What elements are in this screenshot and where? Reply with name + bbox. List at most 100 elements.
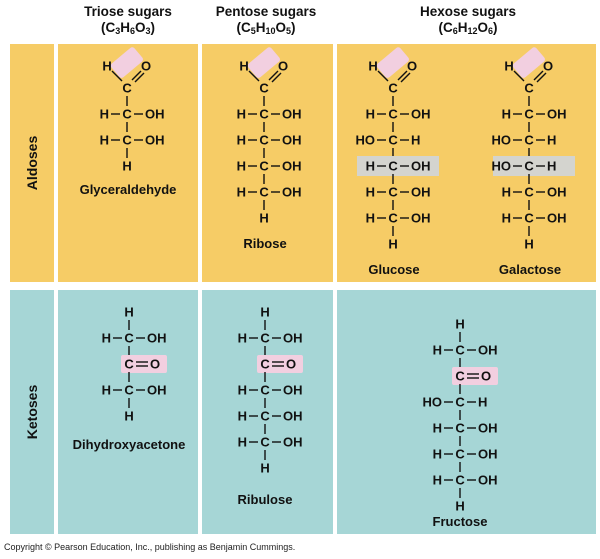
substituent-right: OH: [145, 133, 165, 148]
carbon-atom: C: [122, 107, 132, 122]
substituent-left: H: [237, 133, 246, 148]
substituent-left: H: [102, 383, 111, 398]
pentose-title: Pentose sugars: [215, 4, 317, 19]
carbon-atom: C: [260, 331, 270, 346]
carbon-atom: C: [524, 185, 534, 200]
substituent-right: OH: [282, 133, 302, 148]
substituent-right: OH: [478, 343, 498, 358]
carbonyl-highlight: [452, 367, 498, 385]
substituent-left: H: [366, 107, 375, 122]
substituent-right: OH: [411, 159, 431, 174]
substituent-left: H: [237, 159, 246, 174]
substituent-right: OH: [478, 421, 498, 436]
substituent-right: OH: [411, 107, 431, 122]
h-atom: H: [455, 499, 464, 514]
carbon-atom: C: [524, 81, 534, 96]
substituent-left: HO: [492, 159, 512, 174]
carbon-atom: C: [388, 81, 398, 96]
carbon-atom: C: [455, 343, 465, 358]
carbon-atom: C: [455, 395, 465, 410]
carbon-atom: C: [260, 357, 270, 372]
substituent-right: OH: [147, 383, 167, 398]
substituent-left: H: [366, 185, 375, 200]
double-bond: [268, 70, 279, 81]
h-atom: H: [260, 461, 269, 476]
substituent-right: OH: [547, 185, 567, 200]
double-bond: [536, 72, 547, 83]
h-atom: H: [124, 305, 133, 320]
double-bond: [533, 70, 544, 81]
glucose-name: Glucose: [368, 262, 420, 277]
substituent-right: OH: [478, 473, 498, 488]
carbon-atom: C: [259, 159, 269, 174]
substituent-left: H: [238, 331, 247, 346]
carbon-atom: C: [259, 107, 269, 122]
carbon-atom: C: [124, 383, 134, 398]
aldoses-label: Aldoses: [24, 135, 40, 191]
aldehyde-o-atom: O: [543, 59, 553, 74]
bond: [513, 70, 525, 82]
substituent-right: OH: [547, 107, 567, 122]
h-atom: H: [260, 305, 269, 320]
carbon-atom: C: [388, 211, 398, 226]
carbonyl-highlight: [376, 47, 409, 78]
bond: [248, 70, 260, 82]
substituent-right: H: [547, 159, 556, 174]
o-atom: O: [286, 357, 296, 372]
aldehyde-o-atom: O: [407, 59, 417, 74]
substituent-right: OH: [478, 447, 498, 462]
substituent-left: H: [433, 447, 442, 462]
dihydroxyacetone-name: Dihydroxyacetone: [72, 437, 186, 452]
copyright-footer: Copyright © Pearson Education, Inc., pub…: [4, 542, 296, 552]
substituent-left: H: [102, 331, 111, 346]
substituent-left: H: [502, 185, 511, 200]
pentose-ketose-panel: [202, 290, 333, 534]
aldehyde-o-atom: O: [278, 59, 288, 74]
triose-title: Triose sugars: [84, 4, 172, 19]
substituent-left: H: [238, 383, 247, 398]
carbon-atom: C: [124, 331, 134, 346]
carbonyl-highlight: [110, 47, 143, 78]
carbonyl-highlight: [257, 355, 303, 373]
substituent-left: H: [502, 211, 511, 226]
hexose-header: Hexose sugars (C6H12O6): [340, 4, 596, 39]
carbon-atom: C: [388, 159, 398, 174]
double-bond: [271, 72, 282, 83]
ketoses-row-label: Ketoses: [10, 290, 54, 534]
aldehyde-h-atom: H: [504, 59, 513, 74]
carbon-atom: C: [388, 185, 398, 200]
carbon-atom: C: [388, 133, 398, 148]
substituent-right: OH: [547, 211, 567, 226]
double-bond: [134, 72, 145, 83]
aldehyde-h-atom: H: [368, 59, 377, 74]
substituent-left: H: [238, 435, 247, 450]
carbon-atom: C: [124, 357, 134, 372]
aldehyde-h-atom: H: [239, 59, 248, 74]
substituent-left: HO: [356, 133, 376, 148]
substituent-right: OH: [282, 185, 302, 200]
carbonyl-highlight: [121, 355, 167, 373]
substituent-right: OH: [147, 331, 167, 346]
dihydroxyacetone-structure: HCH OHC OCH OHH: [102, 305, 167, 424]
aldehyde-o-atom: O: [141, 59, 151, 74]
substituent-left: H: [366, 211, 375, 226]
aldoses-row-label: Aldoses: [10, 44, 54, 282]
hexose-formula: (C6H12O6): [438, 20, 498, 36]
substituent-left: H: [502, 107, 511, 122]
difference-highlight: [357, 156, 439, 176]
carbon-atom: C: [455, 473, 465, 488]
ribulose-name: Ribulose: [237, 492, 293, 507]
substituent-right: H: [411, 133, 420, 148]
substituent-left: H: [100, 107, 109, 122]
carbon-atom: C: [259, 185, 269, 200]
carbon-atom: C: [388, 107, 398, 122]
substituent-right: OH: [282, 107, 302, 122]
o-atom: O: [481, 369, 491, 384]
galactose-name: Galactose: [498, 262, 562, 277]
substituent-left: H: [100, 133, 109, 148]
aldehyde-h-atom: H: [102, 59, 111, 74]
bond: [111, 70, 123, 82]
